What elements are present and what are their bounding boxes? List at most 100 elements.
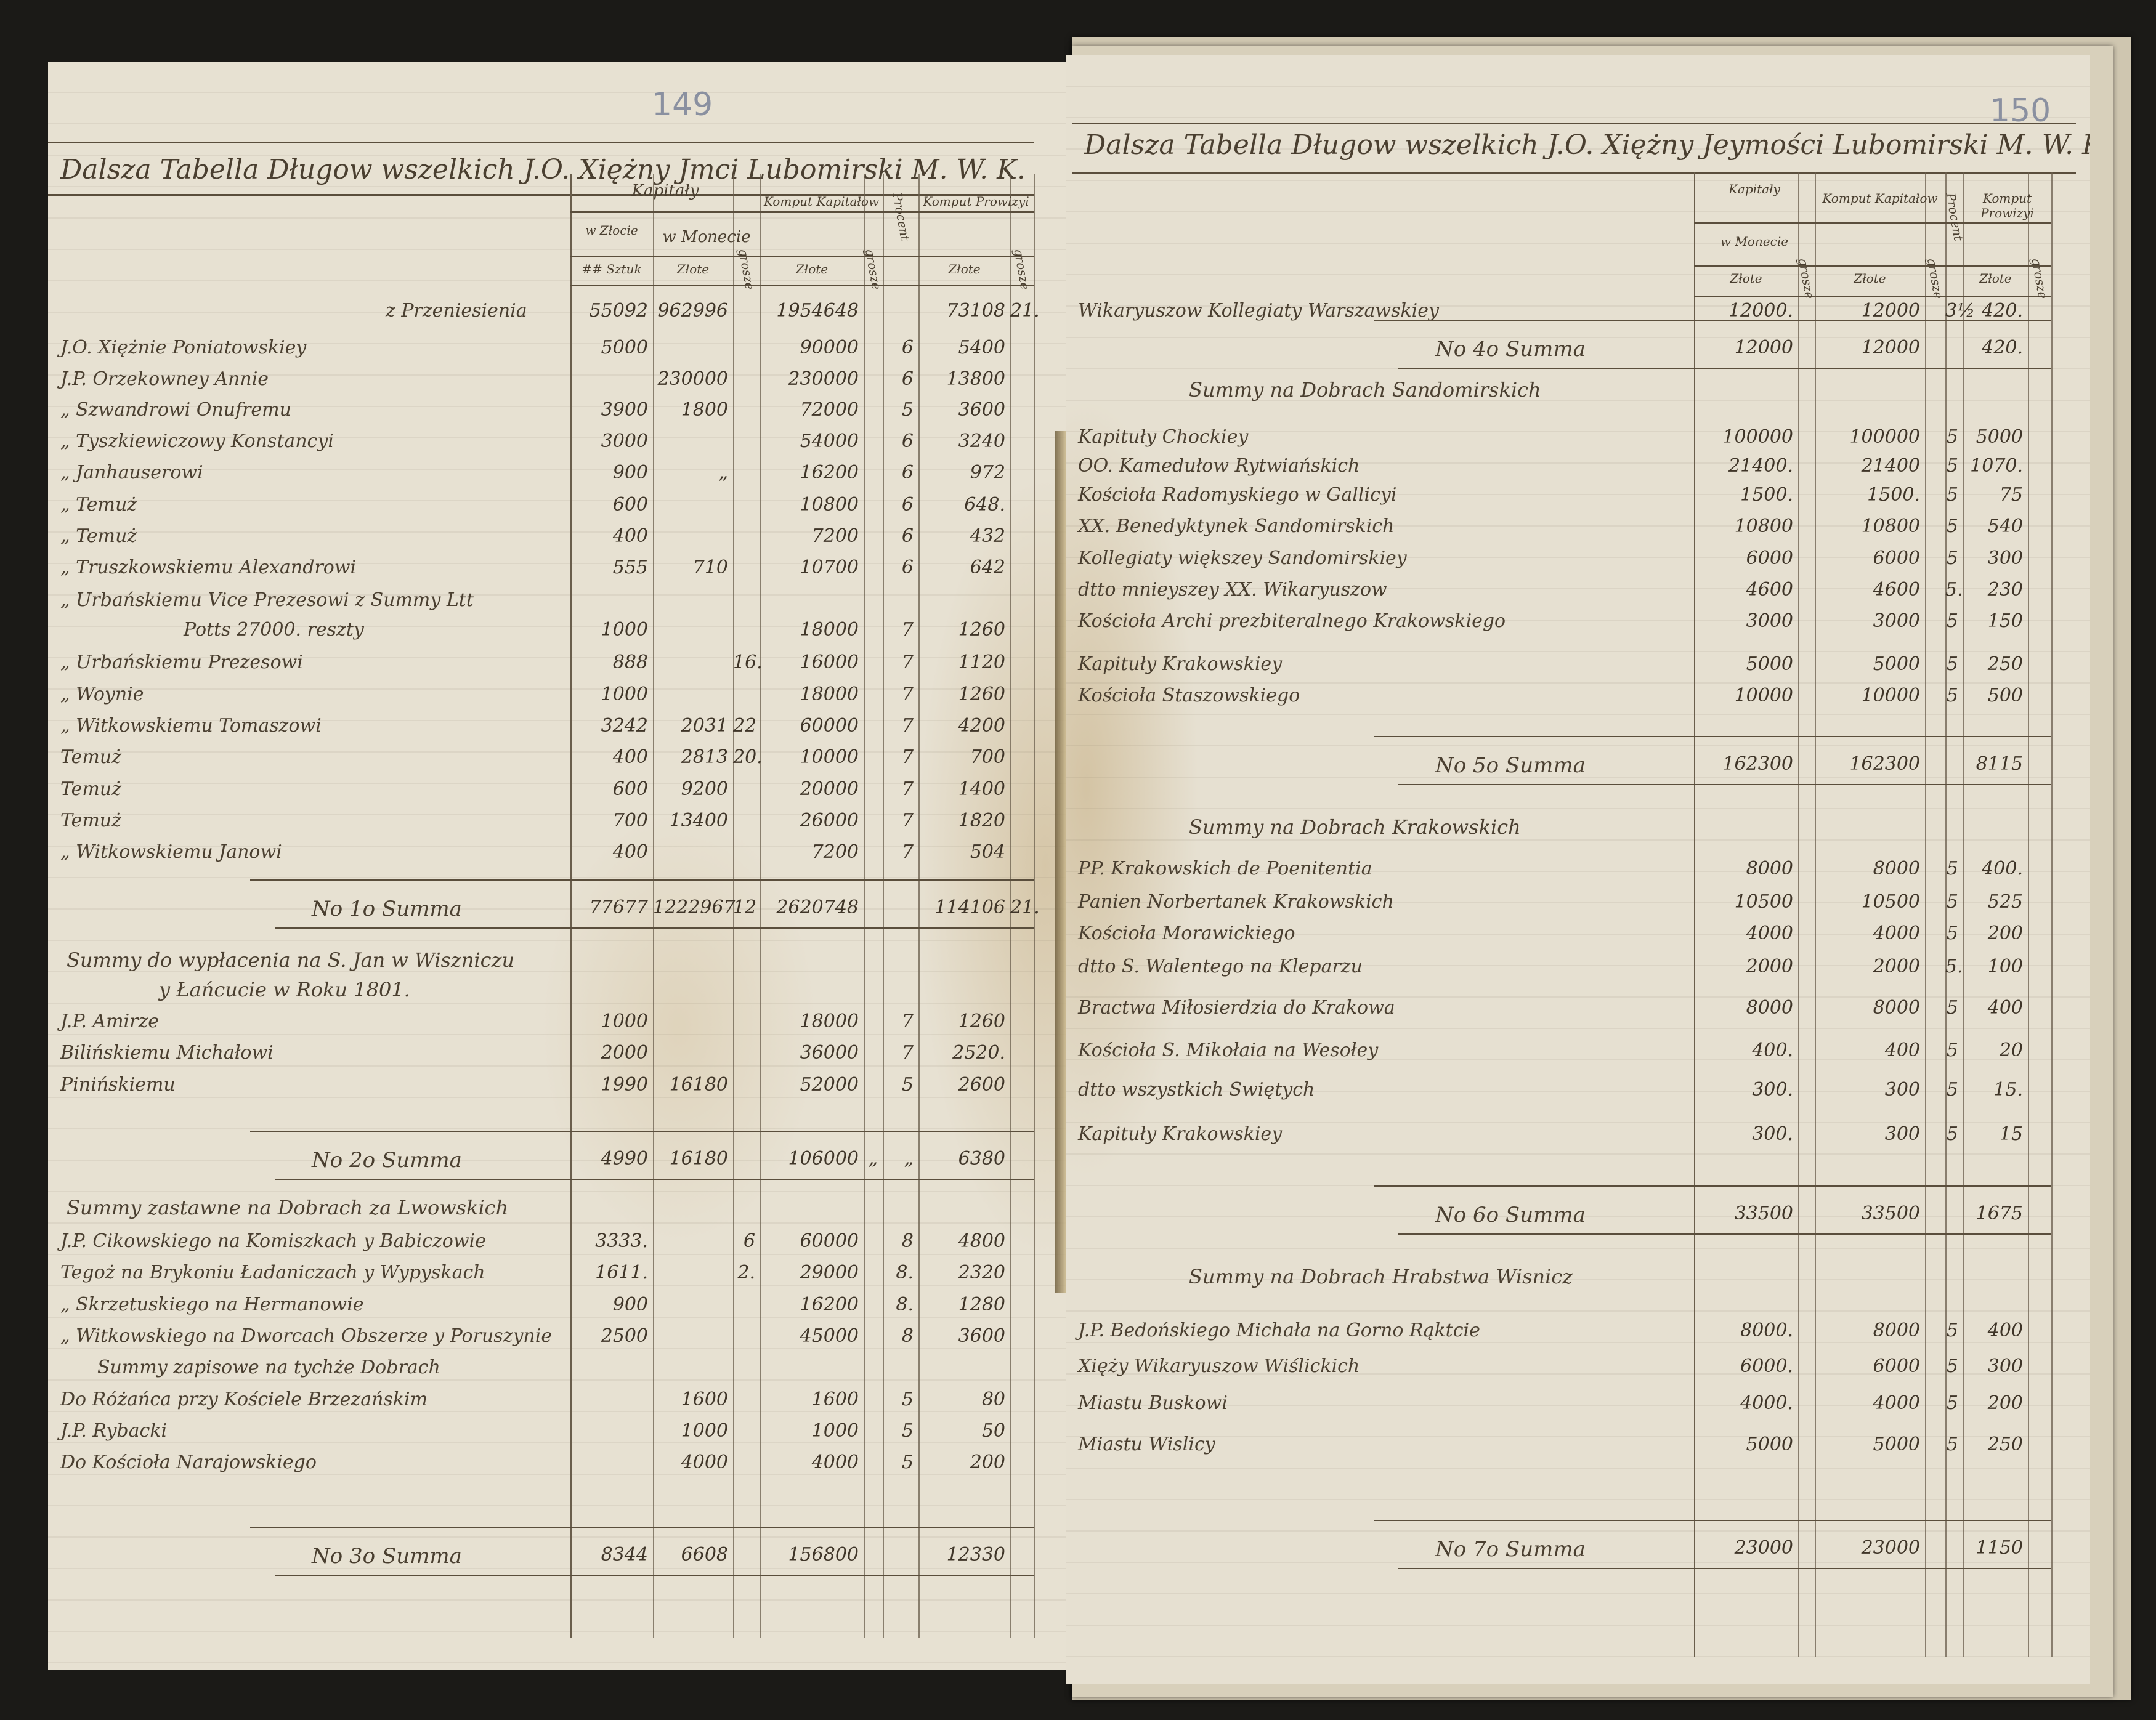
cell-value: 8000	[1746, 858, 1793, 880]
header-kapitaly: Kapitały	[631, 182, 699, 200]
entry-name: „ Urbańskiemu Vice Prezesowi z Summy Ltt	[60, 589, 474, 611]
cell-value: 1500.	[1740, 483, 1793, 506]
cell-value: 22	[733, 714, 757, 737]
cell-value: 10500	[1861, 890, 1920, 913]
header-zlote: Złote	[676, 262, 710, 277]
cell-value: 26000	[800, 809, 859, 831]
cell-value: 5.	[1945, 955, 1963, 977]
cell-value: 8000	[1873, 1320, 1920, 1342]
cell-value: 50	[981, 1419, 1005, 1442]
cell-value: 230000	[788, 368, 859, 390]
cell-value: 5	[901, 398, 914, 421]
cell-value: 2520.	[952, 1042, 1005, 1064]
title-rule	[48, 194, 1034, 196]
cell-value: 13400	[669, 809, 728, 831]
cell-value: 300.	[1752, 1123, 1793, 1145]
cell-value: 1600	[681, 1388, 728, 1410]
header-zlote: Złote	[1979, 271, 2012, 286]
cell-value: 5	[901, 1073, 914, 1096]
cell-value: 21400	[1861, 455, 1920, 477]
summa-rule	[1398, 1567, 2051, 1569]
cell-value: 6608	[681, 1543, 728, 1565]
cell-value: 504	[970, 841, 1005, 863]
entry-name: Kościoła Radomyskiego w Gallicyi	[1078, 483, 1397, 506]
cell-value: 5	[1946, 547, 1958, 569]
header-komput-prowizyi: Komput Prowizyi	[923, 194, 1029, 209]
cell-value: 9200	[681, 778, 728, 800]
cell-value: 648.	[964, 493, 1005, 515]
cell-value: 1954648	[776, 299, 859, 321]
cell-value: 4990	[601, 1148, 648, 1170]
cell-value: 5000	[1746, 1434, 1793, 1456]
left-ledger-page: 149 Dalsza Tabella Długow wszelkich J.O.…	[48, 62, 1066, 1670]
cell-value: 21.	[1010, 299, 1040, 321]
cell-value: 29000	[800, 1262, 859, 1284]
cell-value: 400	[1987, 996, 2023, 1019]
cell-value: 8	[901, 1230, 914, 1252]
cell-value: 6	[901, 368, 914, 390]
cell-value: 250	[1987, 653, 2023, 675]
column-divider	[864, 174, 865, 1638]
cell-value: 2813	[681, 746, 728, 769]
cell-value: 4000	[1873, 922, 1920, 944]
subsection-title: Summy zapisowe na tychże Dobrach	[97, 1357, 440, 1379]
cell-value: 200	[970, 1452, 1005, 1474]
cell-value: 500	[1987, 684, 2023, 706]
cell-value: 200	[1987, 1392, 2023, 1415]
section-title: Summy na Dobrach Sandomirskich	[1189, 378, 1541, 402]
cell-value: 18000	[800, 618, 859, 640]
cell-value: 3000	[601, 430, 648, 452]
cell-value: 10000	[1734, 684, 1793, 706]
cell-value: 7	[901, 618, 914, 640]
summa-label: No 4o Summa	[1435, 337, 1586, 362]
entry-name: Panien Norbertanek Krakowskich	[1078, 890, 1394, 913]
header-kapitaly: Kapitały	[1728, 182, 1780, 196]
entry-name: „ Woynie	[60, 683, 144, 705]
entry-name: OO. Kamedułow Rytwiańskich	[1078, 455, 1360, 477]
summa-rule	[1398, 1233, 2051, 1235]
entry-name: „ Witkowskiemu Tomaszowi	[60, 714, 322, 737]
cell-value: 5	[901, 1388, 914, 1410]
cell-value: 16180	[669, 1073, 728, 1096]
entry-name: Temuż	[60, 746, 122, 769]
cell-value: 7200	[811, 841, 859, 863]
cell-value: 10000	[800, 746, 859, 769]
header-w-monecie: w Monecie	[662, 228, 751, 246]
column-divider	[570, 174, 572, 1638]
column-divider	[760, 174, 761, 1638]
entry-name: „ Temuż	[60, 525, 137, 547]
cell-value: 1222967	[653, 896, 736, 918]
cell-value: „	[718, 462, 728, 484]
cell-value: 10000	[1861, 684, 1920, 706]
cell-value: 1000	[601, 683, 648, 705]
title-rule	[1072, 123, 2076, 124]
cell-value: 106000	[788, 1148, 859, 1170]
cell-value: 540	[1987, 515, 2023, 538]
cell-value: 18000	[800, 683, 859, 705]
column-divider	[1694, 172, 1695, 1657]
summa-label: No 7o Summa	[1435, 1536, 1586, 1562]
cell-value: 5000	[1873, 1434, 1920, 1456]
cell-value: 7	[901, 778, 914, 800]
cell-value: 2320	[958, 1262, 1005, 1284]
cell-value: 400	[1987, 1320, 2023, 1342]
cell-value: 400	[1884, 1039, 1920, 1061]
column-divider	[1798, 172, 1799, 1657]
cell-value: 3000	[1746, 610, 1793, 632]
column-divider	[1945, 172, 1947, 1657]
cell-value: 710	[692, 557, 728, 579]
cell-value: 162300	[1722, 753, 1793, 775]
cell-value: 700	[970, 746, 1005, 769]
page-title: Dalsza Tabella Długow wszelkich J.O. Xię…	[60, 154, 1026, 185]
cell-value: 90000	[800, 337, 859, 359]
summa-rule	[250, 879, 1034, 881]
cell-value: 4600	[1873, 578, 1920, 600]
entry-name: „ Truszkowskiemu Alexandrowi	[60, 557, 357, 579]
summa-rule	[275, 1179, 1034, 1181]
header-zlote: Złote	[1730, 271, 1762, 286]
cell-value: 1500.	[1867, 483, 1920, 506]
section-title: Summy do wypłacenia na S. Jan w Wisznicz…	[67, 948, 515, 972]
cell-value: 700	[612, 809, 648, 831]
entry-name: PP. Krakowskich de Poenitentia	[1078, 858, 1372, 880]
cell-value: 8000	[1746, 996, 1793, 1019]
